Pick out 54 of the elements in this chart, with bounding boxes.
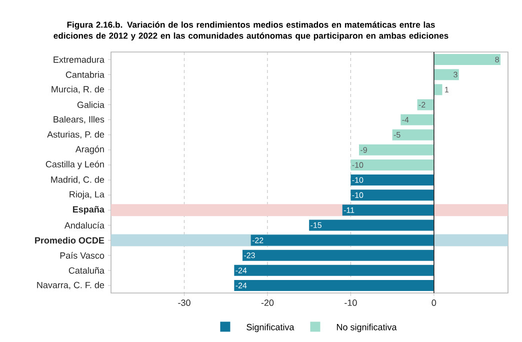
- data-label: 1: [445, 86, 449, 92]
- y-tick-label: Cantabria: [66, 71, 104, 78]
- legend-label: No significativa: [336, 324, 397, 332]
- data-label: -5: [394, 132, 400, 138]
- bar: [350, 159, 434, 170]
- bar: [234, 264, 434, 276]
- data-label: -24: [236, 282, 247, 288]
- y-tick-label: Madrid, C. de: [51, 176, 104, 184]
- bar: [234, 280, 434, 291]
- y-tick-label: España: [72, 206, 104, 214]
- bar: [392, 129, 434, 140]
- y-tick-label: Castilla y León: [46, 160, 104, 170]
- y-tick-label: Cataluña: [68, 267, 104, 274]
- bar: [309, 220, 434, 231]
- x-tick-label: -30: [178, 300, 190, 306]
- bar: [242, 250, 434, 261]
- data-label: -10: [352, 162, 364, 168]
- y-tick-label: Extremadura: [54, 56, 104, 63]
- data-label: -9: [360, 147, 367, 153]
- y-tick-label: Galicia: [77, 101, 104, 108]
- data-label: 8: [495, 56, 499, 62]
- x-tick-label: -20: [261, 300, 274, 306]
- bar: [359, 144, 434, 156]
- data-label: -22: [252, 237, 264, 244]
- y-tick-label: Asturias, P. de: [47, 131, 104, 139]
- data-label: -11: [344, 207, 354, 213]
- y-tick-label: Aragón: [75, 146, 104, 154]
- data-label: -10: [352, 177, 364, 183]
- y-tick-label: Murcia, R. de: [52, 86, 104, 94]
- bar: [434, 54, 501, 66]
- bar: [342, 204, 434, 216]
- data-label: -4: [402, 117, 409, 123]
- bar: [400, 114, 434, 126]
- data-label: -23: [244, 252, 255, 258]
- data-label: 3: [454, 72, 458, 78]
- bar: [417, 99, 434, 110]
- y-tick-label: Rioja, La: [70, 190, 104, 200]
- data-label: -15: [310, 222, 322, 228]
- bar: [434, 69, 459, 80]
- y-tick-label: Promedio OCDE: [35, 236, 104, 244]
- y-tick-label: Navarra, C. F. de: [37, 282, 104, 290]
- data-label: -10: [352, 192, 364, 198]
- bar: [350, 190, 434, 201]
- data-label: -24: [236, 268, 247, 274]
- y-tick-label: Andalucía: [64, 222, 104, 229]
- x-tick-label: -10: [344, 300, 357, 306]
- y-tick-label: Balears, Illes: [54, 116, 104, 124]
- legend-label: Significativa: [246, 324, 294, 332]
- bar: [434, 84, 442, 96]
- bar: [350, 174, 434, 186]
- y-tick-label: País Vasco: [60, 252, 104, 259]
- chart-title: Figura 2.16.b. Variación de los rendimientos medios estimados en matemáticas entre las ediciones de 2012 y 2022 en las comunidades autónomas que participaron en ambas ediciones: [54, 21, 448, 40]
- data-label: -2: [418, 102, 426, 108]
- x-tick-label: 0: [432, 300, 436, 306]
